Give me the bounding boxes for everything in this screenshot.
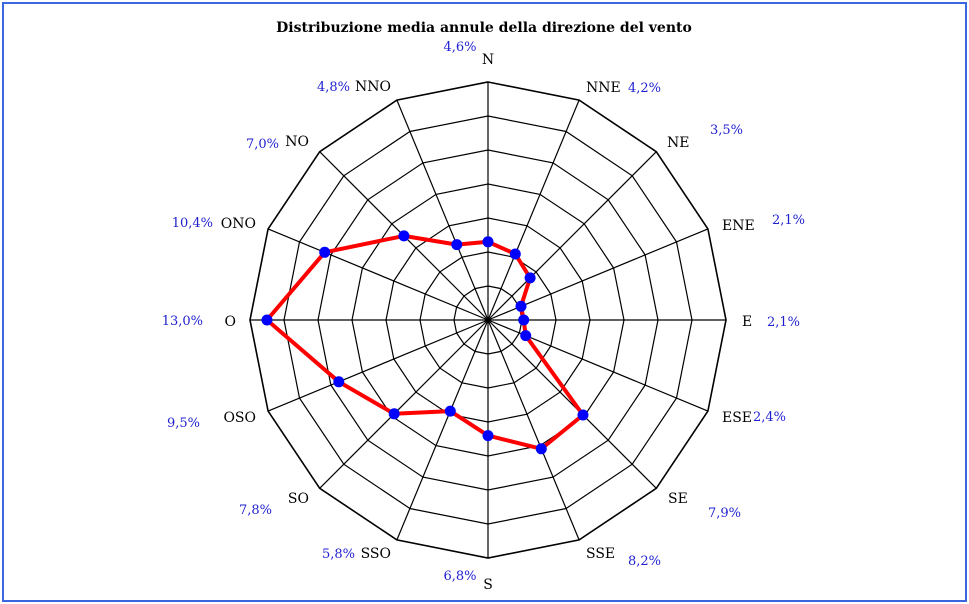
value-label: 7,9% — [708, 506, 741, 521]
data-point — [518, 314, 530, 326]
data-point — [319, 246, 331, 258]
direction-label: N — [482, 52, 494, 68]
direction-label: NNE — [586, 80, 621, 96]
data-point — [388, 408, 400, 420]
data-point — [515, 300, 527, 312]
data-point — [333, 376, 345, 388]
labels: N 4,6% NNE 4,2% NE 3,5% ENE 2,1% E 2,1% ESE 2,4% SE 7… — [162, 40, 805, 593]
value-label: 13,0% — [162, 314, 203, 329]
data-point — [520, 330, 532, 342]
data-point — [509, 248, 521, 260]
grid-spoke — [267, 228, 489, 321]
direction-label: SSE — [586, 546, 615, 562]
value-label: 7,8% — [239, 503, 272, 518]
value-label: 3,5% — [710, 123, 743, 138]
direction-label: ONO — [221, 216, 256, 232]
data-point — [398, 230, 410, 242]
value-label: 4,2% — [628, 81, 661, 96]
value-label: 4,8% — [317, 80, 350, 95]
direction-label: ENE — [722, 218, 755, 234]
data-point — [451, 239, 463, 251]
grid-spoke — [319, 319, 489, 489]
direction-label: NNO — [355, 79, 391, 95]
grid-spoke — [487, 99, 580, 321]
direction-label: NO — [285, 134, 309, 150]
grid — [249, 81, 727, 559]
grid-spoke — [487, 319, 657, 489]
value-label: 2,1% — [767, 315, 800, 330]
grid-spoke — [267, 319, 489, 412]
data-point — [577, 409, 589, 421]
value-label: 2,4% — [753, 410, 786, 425]
series — [261, 230, 589, 455]
data-point — [444, 405, 456, 417]
direction-label: S — [483, 577, 493, 593]
value-label: 6,8% — [443, 569, 476, 584]
value-label: 4,6% — [443, 40, 476, 55]
direction-label: SO — [288, 491, 309, 507]
value-label: 8,2% — [628, 554, 661, 569]
direction-label: SSO — [361, 546, 391, 562]
data-point — [524, 272, 536, 284]
value-label: 2,1% — [772, 213, 805, 228]
grid-spoke — [396, 99, 489, 321]
grid-spoke — [487, 151, 657, 321]
direction-label: E — [742, 314, 752, 330]
chart-title: Distribuzione media annule della direzio… — [276, 20, 692, 36]
value-label: 10,4% — [172, 216, 213, 231]
data-point — [261, 314, 273, 326]
data-point — [482, 236, 494, 248]
data-point — [535, 443, 547, 455]
direction-label: ESE — [722, 410, 752, 426]
grid-spoke — [487, 319, 580, 541]
value-label: 9,5% — [167, 416, 200, 431]
grid-spoke — [396, 319, 489, 541]
value-label: 7,0% — [246, 137, 279, 152]
direction-label: NE — [667, 135, 689, 151]
direction-label: OSO — [223, 410, 256, 426]
value-label: 5,8% — [322, 547, 355, 562]
direction-label: O — [225, 314, 236, 330]
direction-label: SE — [668, 491, 688, 507]
data-point — [482, 430, 494, 442]
